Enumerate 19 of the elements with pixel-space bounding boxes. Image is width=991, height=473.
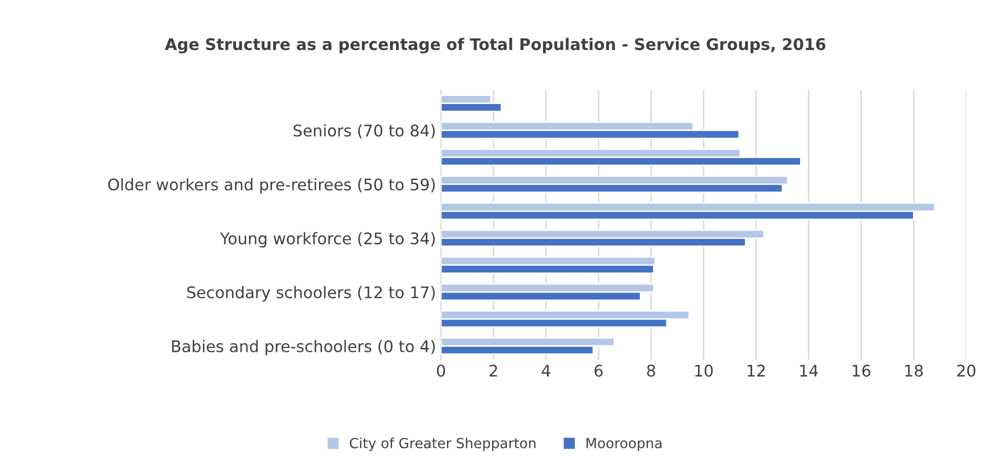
legend-label: Mooroopna xyxy=(586,438,662,452)
x-tick-label: 10 xyxy=(695,364,713,377)
x-tick-label: 0 xyxy=(436,364,446,377)
y-tick-label: Older workers and pre-retirees (50 to 59) xyxy=(108,178,435,194)
x-tick-label: 16 xyxy=(852,364,870,377)
chart-title: Age Structure as a percentage of Total Population - Service Groups, 2016 xyxy=(164,38,826,54)
x-tick-label: 4 xyxy=(542,364,550,376)
x-tick-label: 14 xyxy=(800,364,818,376)
y-tick-label: Seniors (70 to 84) xyxy=(294,124,435,138)
x-tick-label: 20 xyxy=(957,364,976,377)
x-tick-label: 8 xyxy=(647,364,656,377)
y-tick-label: Secondary schoolers (12 to 17) xyxy=(187,286,435,302)
x-tick-label: 6 xyxy=(594,364,603,377)
x-tick-label: 2 xyxy=(490,364,497,376)
x-tick-label: 12 xyxy=(748,364,765,376)
y-tick-label: Young workforce (25 to 34) xyxy=(220,232,435,248)
legend-label: City of Greater Shepparton xyxy=(350,438,536,452)
x-tick-label: 18 xyxy=(905,364,923,377)
y-tick-label: Babies and pre-schoolers (0 to 4) xyxy=(172,340,435,356)
